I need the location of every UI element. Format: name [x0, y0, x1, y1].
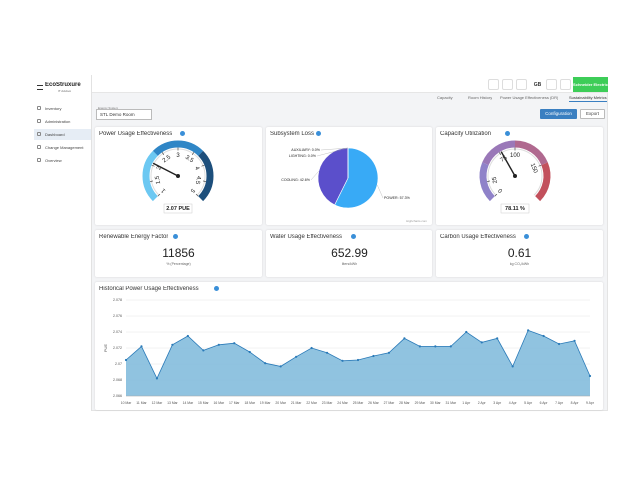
tab[interactable]: Room History — [468, 95, 493, 100]
button[interactable]: Export — [580, 109, 605, 119]
button[interactable]: Configuration — [540, 109, 577, 119]
info-icon — [350, 234, 356, 239]
user[interactable]: GB — [533, 82, 542, 88]
info-icon — [523, 234, 529, 239]
icon-button[interactable] — [560, 79, 571, 90]
card-title: Capacity Utilization — [440, 131, 492, 137]
card — [95, 127, 262, 225]
topbar — [92, 75, 608, 93]
nav-item[interactable]: Change Management — [45, 145, 84, 150]
icon-button[interactable] — [546, 79, 557, 90]
tab[interactable]: Capacity — [437, 95, 453, 100]
card-title: Carbon Usage Effectiveness — [440, 234, 516, 240]
kpi-unit: % (Percentage) — [166, 262, 191, 266]
logo-sub: IT Advisor — [58, 89, 72, 93]
info-icon — [173, 234, 179, 239]
card — [266, 230, 432, 277]
kpi-value: 0.61 — [507, 246, 532, 260]
nav-item[interactable]: Overview — [45, 158, 62, 163]
kpi-value: 652.99 — [331, 246, 368, 260]
icon-button[interactable] — [488, 79, 499, 90]
icon-button[interactable] — [516, 79, 527, 90]
kpi-unit: liters/kWh — [341, 262, 358, 266]
brand: Schneider Electric — [573, 77, 608, 92]
nav-icon — [37, 145, 41, 149]
tab[interactable]: Sustainability Metrics — [569, 95, 607, 102]
nav-item[interactable]: Dashboard — [34, 129, 91, 140]
kpi-unit: kg CO₂/kWh — [509, 262, 530, 266]
card — [95, 230, 262, 277]
logo: EcoStruxure — [45, 82, 81, 88]
card-title: Subsystem Loss — [270, 131, 315, 137]
card — [436, 230, 603, 277]
menu-icon[interactable] — [37, 85, 43, 90]
info-icon — [179, 131, 185, 136]
card-title: Power Usage Effectiveness — [99, 131, 173, 137]
card — [436, 127, 603, 225]
info-icon — [214, 286, 220, 291]
info-icon — [505, 131, 510, 136]
card-title: Historical Power Usage Effectiveness — [99, 286, 199, 292]
filter-label: Energy System — [98, 106, 119, 110]
nav-icon — [37, 106, 41, 110]
filter-select[interactable]: STL Demo Room — [96, 109, 152, 120]
nav-icon — [37, 119, 41, 123]
nav-icon — [37, 158, 41, 162]
card — [95, 282, 603, 410]
card-title: Water Usage Effectiveness — [270, 234, 343, 240]
tab[interactable]: Power Usage Effectiveness (DR) — [500, 95, 559, 100]
kpi-value: 11856 — [162, 246, 195, 260]
nav-icon — [37, 132, 41, 136]
nav-item[interactable]: Inventory — [45, 106, 62, 111]
info-icon — [316, 131, 322, 136]
card-title: Renewable Energy Factor — [99, 234, 169, 240]
card — [266, 127, 432, 225]
icon-button[interactable] — [502, 79, 513, 90]
nav-item[interactable]: Administration — [45, 119, 71, 124]
